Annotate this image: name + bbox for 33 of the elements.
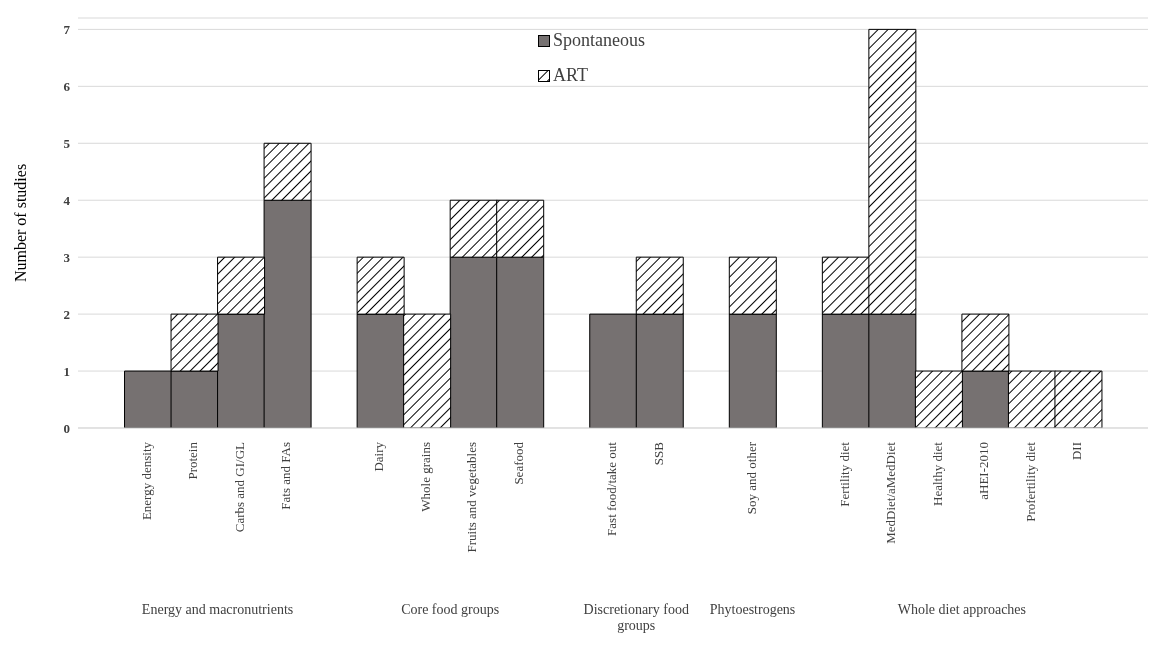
y-tick-label: 0 (63, 420, 70, 436)
x-tick-label: aHEI-2010 (976, 442, 992, 500)
text: Energy and macronutrients (140, 602, 295, 618)
y-tick-label: 6 (63, 78, 71, 94)
x-tick-label: Carbs and GI/GL (231, 441, 247, 533)
text: Phytoestrogens (708, 602, 797, 618)
x-tick-label: Soy and other (743, 441, 759, 515)
x-tick-label: Whole grains (417, 442, 433, 512)
text: Whole diet approaches (896, 602, 1028, 618)
y-axis-title: Number of studies (11, 163, 29, 283)
x-tick-label: SSB (650, 441, 666, 466)
x-tick-label: Seafood (510, 441, 526, 485)
y-tick-label: 5 (63, 135, 71, 151)
x-tick-label: Fruits and vegetables (464, 442, 480, 553)
legend-label: Spontaneous (553, 30, 645, 51)
legend-label: ART (553, 65, 588, 86)
x-tick-label: MedDiet/aMedDiet (883, 441, 899, 544)
x-tick-label: Protein (185, 441, 201, 480)
x-tick-label: DII (1069, 442, 1085, 461)
x-tick-label: Dairy (371, 441, 387, 472)
y-tick-label: 3 (63, 249, 71, 265)
x-tick-label: Healthy diet (929, 441, 945, 506)
text: Core food groups (400, 602, 501, 618)
y-tick-label: 1 (63, 363, 70, 379)
x-tick-label: Profertility diet (1022, 441, 1038, 522)
y-tick-label: 7 (63, 22, 71, 37)
x-tick-label: Fast food/take out (603, 441, 619, 536)
x-tick-label: Energy density (138, 441, 154, 521)
x-tick-label: Fats and FAs (278, 442, 294, 510)
y-tick-label: 2 (63, 306, 70, 322)
text: Discretionary food groups (582, 602, 690, 634)
x-tick-label: Fertility diet (836, 441, 852, 507)
y-tick-label: 4 (63, 192, 71, 208)
